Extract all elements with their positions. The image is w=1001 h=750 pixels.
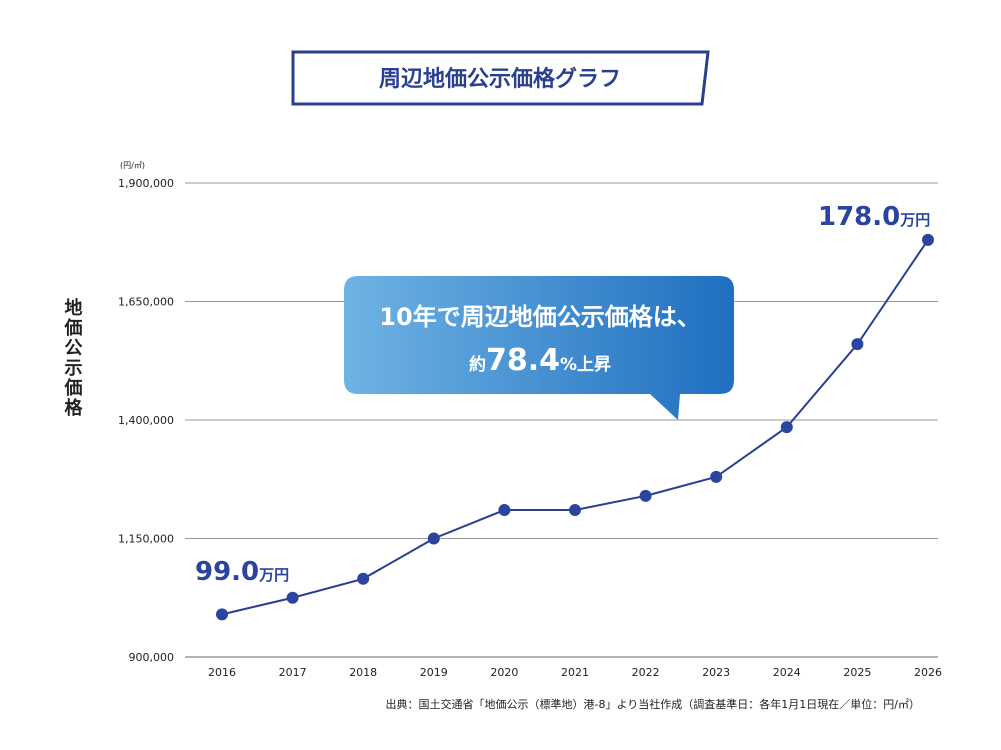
x-tick-labels: 2016 2017 2018 2019 2020 2021 2022 2023 2024 2025…	[208, 666, 942, 679]
y-tick-label: 1,400,000	[118, 414, 174, 427]
y-tick-label: 1,900,000	[118, 177, 174, 190]
x-tick-label: 2020	[490, 666, 518, 679]
x-tick-label: 2021	[561, 666, 589, 679]
data-point	[569, 504, 581, 517]
x-tick-label: 2017	[279, 666, 307, 679]
data-point	[286, 591, 299, 604]
x-tick-label: 2018	[349, 666, 377, 679]
x-tick-label: 2024	[773, 666, 801, 679]
y-tick-label: 900,000	[129, 651, 175, 664]
data-point	[851, 338, 864, 351]
callout-line-2: 約78.4%上昇	[469, 343, 611, 378]
y-unit-label: (円/㎡)	[120, 161, 145, 170]
x-tick-label: 2023	[702, 666, 730, 679]
callout-line-1: 10年で周辺地価公示価格は、	[379, 303, 700, 331]
x-tick-label: 2025	[843, 666, 871, 679]
x-tick-label: 2019	[420, 666, 448, 679]
data-point	[922, 233, 934, 246]
x-tick-label: 2026	[914, 666, 942, 679]
x-tick-label: 2022	[632, 666, 660, 679]
data-point	[216, 608, 228, 621]
data-point	[780, 421, 793, 434]
data-point	[357, 572, 370, 585]
title-box: 周辺地価公示価格グラフ	[291, 50, 710, 106]
y-axis-title-text: 地価公示価格	[62, 297, 84, 418]
chart-title: 周辺地価公示価格グラフ	[379, 66, 621, 92]
gridlines	[185, 182, 938, 658]
callout-bubble: 10年で周辺地価公示価格は、 約78.4%上昇	[344, 276, 734, 420]
data-point	[639, 489, 652, 502]
y-tick-labels: 900,000 1,150,000 1,400,000 1,650,000 1,900,…	[118, 177, 174, 664]
data-point	[710, 470, 723, 483]
y-tick-label: 1,150,000	[118, 533, 174, 546]
data-point	[498, 504, 511, 517]
y-tick-label: 1,650,000	[118, 296, 174, 309]
source-note: 出典：国土交通省「地価公示（標準地）港-8」より当社作成（調査基準日：各年1月1…	[386, 697, 920, 711]
data-point	[427, 532, 440, 545]
data-points	[216, 233, 934, 621]
start-value-label: 99.0万円	[195, 557, 289, 587]
y-axis-title: 地価公示価格	[62, 297, 84, 418]
end-value-label: 178.0万円	[818, 202, 930, 232]
x-tick-label: 2016	[208, 666, 236, 679]
